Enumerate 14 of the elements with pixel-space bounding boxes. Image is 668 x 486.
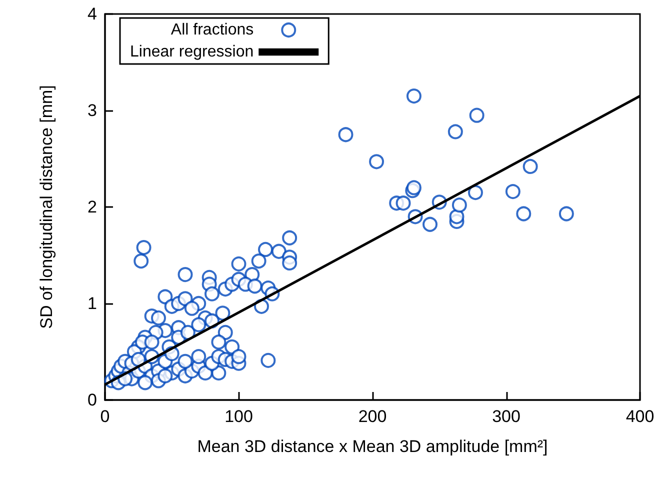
- y-tick-label: 2: [88, 198, 97, 216]
- x-tick-label: 300: [492, 407, 520, 426]
- legend-label: Linear regression: [130, 44, 254, 60]
- x-tick-label: 200: [358, 407, 387, 426]
- x-tick-label: 400: [626, 407, 654, 426]
- y-tick-label: 1: [88, 294, 97, 313]
- legend-label: All fractions: [170, 22, 254, 38]
- y-tick-label: 4: [88, 4, 97, 24]
- y-axis-title: SD of longitudinal distance [mm]: [37, 85, 56, 329]
- x-tick-label: 0: [100, 407, 110, 426]
- x-tick-label: 100: [224, 407, 253, 426]
- y-tick-label: 0: [88, 390, 97, 410]
- x-axis-title: Mean 3D distance x Mean 3D amplitude [mm²]: [197, 437, 548, 456]
- y-tick-label: 3: [88, 101, 97, 120]
